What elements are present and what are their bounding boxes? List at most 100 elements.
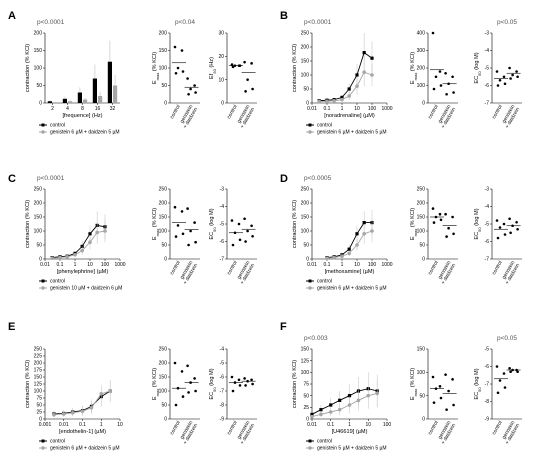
data-point bbox=[193, 377, 196, 380]
data-point bbox=[174, 71, 178, 75]
x-tick-label: 10 bbox=[117, 422, 123, 428]
legend-label-control: control bbox=[317, 439, 332, 445]
ylabel-text: (% KCl) bbox=[152, 368, 158, 389]
y-tick-label: 250 bbox=[417, 187, 426, 193]
data-point bbox=[495, 365, 499, 368]
bar-treated bbox=[83, 99, 88, 103]
data-point bbox=[230, 375, 234, 379]
data-point bbox=[438, 70, 442, 73]
data-point bbox=[251, 382, 254, 386]
y-tick-label: 150 bbox=[159, 215, 168, 221]
data-point bbox=[173, 45, 177, 49]
y-tick-label: 150 bbox=[301, 59, 310, 65]
y-tick-label: -4 bbox=[220, 204, 225, 210]
data-point-control bbox=[340, 95, 344, 99]
p-value: p<0.003 bbox=[304, 335, 328, 342]
data-point-control bbox=[319, 408, 323, 412]
y-tick-label: 0 bbox=[39, 257, 42, 263]
y-tick-label: 300 bbox=[417, 48, 426, 54]
bar-control bbox=[92, 78, 97, 103]
data-point bbox=[238, 384, 242, 387]
data-point bbox=[187, 243, 190, 247]
data-point-treated bbox=[310, 414, 314, 419]
data-point bbox=[444, 373, 447, 376]
y-tick-label: 150 bbox=[34, 215, 43, 221]
y-tick-label: 50 bbox=[419, 393, 425, 399]
ylabel-subscript: 50 bbox=[477, 387, 482, 392]
data-point bbox=[495, 219, 499, 222]
data-point bbox=[237, 222, 241, 226]
data-point bbox=[243, 60, 246, 64]
data-point bbox=[230, 63, 234, 66]
data-point-treated bbox=[103, 229, 107, 233]
ylabel-text: C bbox=[474, 232, 480, 236]
y-tick-label: 100 bbox=[301, 370, 310, 376]
x-tick-label: 1 bbox=[341, 106, 344, 112]
data-point bbox=[445, 408, 448, 411]
y-tick-label: -4 bbox=[220, 347, 225, 353]
y-tick-label: 50 bbox=[36, 403, 42, 409]
data-point bbox=[508, 366, 511, 370]
x-tick-label: 0.1 bbox=[79, 422, 86, 428]
ylabel-text: E bbox=[152, 236, 158, 240]
data-point bbox=[444, 212, 447, 216]
category-label-control: control bbox=[226, 104, 239, 120]
x-tick-label: 0.1 bbox=[57, 262, 64, 268]
y-tick-label: 100 bbox=[159, 389, 168, 395]
data-point bbox=[515, 220, 518, 224]
ylabel-text: f bbox=[209, 73, 215, 75]
data-point bbox=[445, 92, 448, 96]
y-tick-label: -6 bbox=[485, 364, 490, 370]
ylabel-text: C bbox=[474, 392, 480, 396]
x-tick-label: 1 bbox=[74, 262, 77, 268]
y-axis-label: Emax (% KCl) bbox=[152, 52, 160, 84]
y-tick-label: -4 bbox=[485, 48, 490, 54]
ylabel-text: C bbox=[209, 392, 215, 396]
data-point bbox=[451, 215, 454, 219]
data-point-treated bbox=[99, 392, 104, 396]
y-tick-label: -5 bbox=[220, 361, 225, 367]
y-tick-label: 10 bbox=[218, 77, 224, 83]
ylabel-subscript: 50 bbox=[212, 227, 217, 232]
y-tick-label: 50 bbox=[161, 243, 167, 249]
data-point-control bbox=[347, 87, 351, 91]
panel-letter: C bbox=[8, 173, 16, 185]
ylabel-text: (% KCl) bbox=[410, 208, 416, 229]
ylabel-text: (log M) bbox=[474, 52, 480, 71]
data-point-treated bbox=[89, 406, 94, 410]
data-point bbox=[516, 227, 519, 231]
data-point bbox=[516, 75, 519, 79]
y-tick-label: 200 bbox=[301, 45, 310, 51]
y-tick-label: 250 bbox=[34, 347, 43, 353]
data-point-control bbox=[355, 232, 359, 236]
data-point bbox=[431, 375, 435, 379]
legend-marker-treated bbox=[308, 446, 312, 450]
y-tick-label: 30 bbox=[218, 31, 224, 37]
ylabel-subscript: 50 bbox=[212, 68, 217, 73]
y-tick-label: -7 bbox=[485, 101, 490, 107]
y-tick-label: 250 bbox=[301, 187, 310, 193]
data-point bbox=[174, 403, 178, 407]
y-axis-label: Emax (% KCl) bbox=[152, 208, 160, 240]
data-point bbox=[230, 219, 234, 222]
data-point bbox=[438, 385, 442, 388]
data-point bbox=[250, 224, 253, 228]
ylabel-subscript: max bbox=[155, 73, 160, 81]
data-point-treated bbox=[337, 407, 342, 412]
ylabel-text: E bbox=[209, 236, 215, 240]
data-point bbox=[244, 384, 247, 387]
data-point-treated bbox=[108, 389, 112, 393]
ylabel-subscript: max bbox=[155, 389, 160, 397]
legend-label-treated: genistein 6 µM + daidzein 5 µM bbox=[317, 286, 387, 292]
y-tick-label: 100 bbox=[417, 83, 426, 89]
y-tick-label: 100 bbox=[34, 389, 43, 395]
x-tick-label: 100 bbox=[368, 262, 377, 268]
data-point bbox=[439, 218, 443, 222]
ylabel-text: (log M) bbox=[209, 368, 215, 387]
y-axis-label: contraction (% KCl) bbox=[25, 44, 31, 92]
